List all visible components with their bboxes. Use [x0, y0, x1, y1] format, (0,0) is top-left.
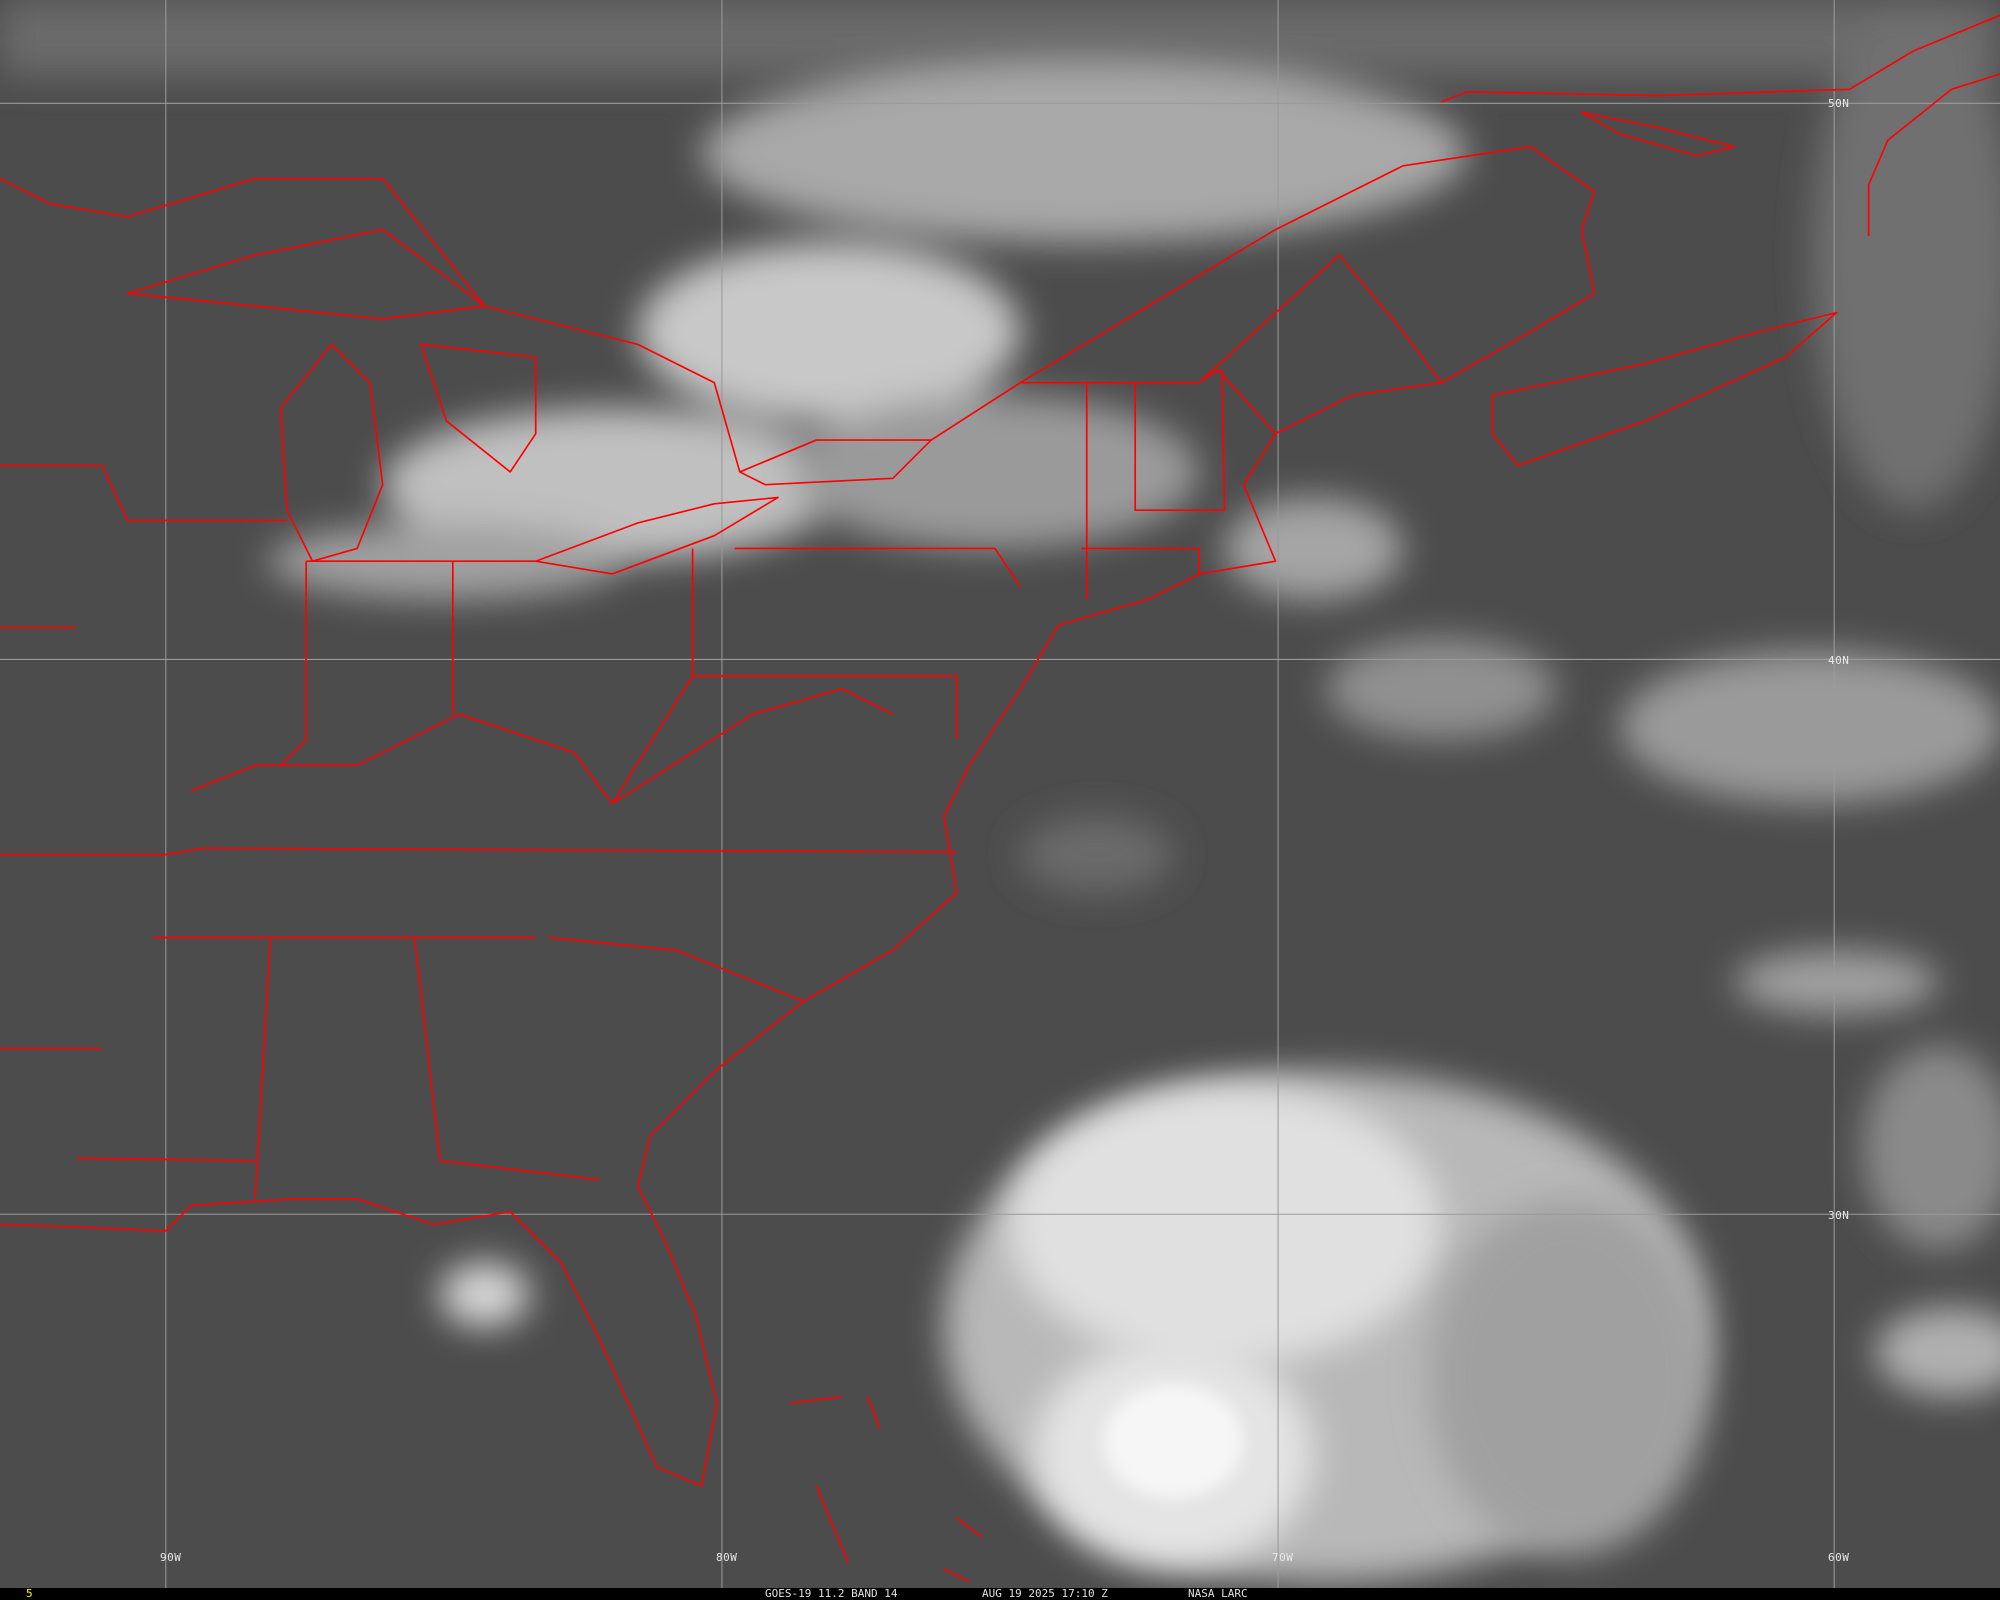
- product-label: GOES-19 11.2 BAND 14: [765, 1587, 898, 1600]
- lake-erie: [534, 496, 779, 575]
- credit-label: NASA LARC: [1188, 1587, 1248, 1600]
- nova-scotia: [1491, 311, 1838, 467]
- lat-label-50n: 50N: [1828, 97, 1850, 110]
- political-borders: [0, 14, 2000, 1583]
- lake-michigan: [279, 343, 384, 563]
- lake-ontario: [738, 439, 932, 486]
- state-borders: [0, 369, 1226, 1200]
- lon-label-60w: 60W: [1828, 1551, 1850, 1564]
- lake-huron: [420, 343, 537, 473]
- newfoundland: [1867, 73, 2000, 236]
- frame-number: 5: [26, 1587, 33, 1600]
- lon-label-80w: 80W: [716, 1551, 738, 1564]
- st-lawrence-coast: [1019, 145, 1596, 384]
- lon-label-90w: 90W: [160, 1551, 182, 1564]
- bahamas: [790, 1395, 983, 1583]
- east-coastline: [0, 229, 1596, 1487]
- info-bar: 5 GOES-19 11.2 BAND 14 AUG 19 2025 17:10…: [0, 1588, 2000, 1600]
- anticosti: [1580, 111, 1736, 157]
- us-canada-border: [0, 177, 1442, 473]
- lat-label-40n: 40N: [1828, 654, 1850, 667]
- datetime-label: AUG 19 2025 17:10 Z: [982, 1587, 1108, 1600]
- hurricane-cloud-mass: [943, 1071, 1710, 1582]
- lon-label-70w: 70W: [1272, 1551, 1294, 1564]
- lat-label-30n: 30N: [1828, 1209, 1850, 1222]
- labrador-coast: [1441, 14, 2000, 103]
